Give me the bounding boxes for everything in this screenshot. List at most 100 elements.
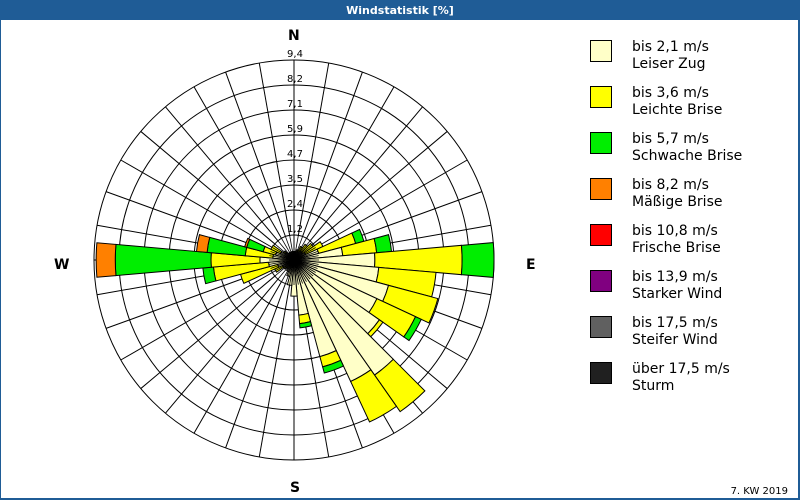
week-label: 7. KW 2019 (730, 486, 788, 497)
legend-label: bis 3,6 m/s Leichte Brise (632, 85, 722, 119)
wind-sector-120-band-2 (403, 315, 422, 342)
compass-west-label: W (54, 257, 70, 273)
grid-spoke (165, 278, 279, 414)
legend-swatch (590, 132, 612, 154)
grid-spoke (258, 284, 291, 458)
grid-inner-spoke (293, 259, 303, 284)
grid-spoke (309, 106, 423, 242)
grid-inner-spoke (277, 259, 295, 280)
grid-inner-spoke (270, 259, 295, 269)
legend-range: bis 8,2 m/s (632, 177, 709, 193)
wind-sector-290-band-3 (244, 237, 251, 248)
legend-label: bis 13,9 m/s Starker Wind (632, 269, 722, 303)
wind-sector-150-band-1 (349, 369, 398, 423)
grid-spoke (297, 62, 330, 236)
grid-spoke (312, 131, 448, 245)
ring-label: 9,4 (287, 49, 303, 60)
chart-title: Windstatistik [%] (346, 4, 454, 17)
legend-range: bis 13,9 m/s (632, 269, 718, 285)
grid-spoke (120, 272, 273, 361)
chart-panel: 1,2 2,4 3,5 4,7 5,9 7,1 8,2 9,4 N E S W bis 2,1… (1, 20, 798, 498)
grid-inner-spoke (293, 255, 319, 261)
ring-label: 5,9 (287, 124, 303, 135)
grid-spoke (225, 283, 286, 449)
grid-spoke (165, 106, 279, 242)
legend-swatch (590, 40, 612, 62)
legend-label: bis 5,7 m/s Schwache Brise (632, 131, 742, 165)
grid-spoke (120, 159, 273, 248)
grid-spoke (225, 71, 286, 237)
grid-inner-spoke (293, 259, 318, 269)
chart-title-bar: Windstatistik [%] (0, 0, 800, 20)
grid-inner-spoke (293, 259, 314, 277)
legend-range: bis 5,7 m/s (632, 131, 709, 147)
ring-label: 8,2 (287, 74, 303, 85)
grid-inner-spoke (289, 235, 295, 261)
legend-swatch (590, 224, 612, 246)
grid-inner-spoke (281, 238, 295, 261)
legend-label: bis 2,1 m/s Leiser Zug (632, 39, 709, 73)
legend-range: über 17,5 m/s (632, 361, 730, 377)
wind-sector-80-band-2 (373, 234, 393, 254)
grid-spoke (306, 86, 395, 239)
legend-label: bis 17,5 m/s Steifer Wind (632, 315, 718, 349)
grid-inner-spoke (269, 255, 295, 261)
wind-sector-270-band-3 (95, 242, 117, 278)
grid-inner-spoke (274, 243, 295, 261)
ring-label: 7,1 (287, 99, 303, 110)
grid-inner-spoke (293, 259, 316, 273)
wind-sector-140-band-1 (373, 358, 426, 413)
grid-inner-spoke (293, 236, 303, 261)
compass-north-label: N (288, 28, 300, 44)
legend-name: Sturm (632, 378, 675, 394)
grid-inner-spoke (293, 240, 311, 261)
ring-label: 2,4 (287, 199, 303, 210)
legend-swatch (590, 270, 612, 292)
wind-sector-90-band-2 (460, 242, 495, 278)
grid-inner-spoke (272, 247, 295, 261)
legend-swatch (590, 316, 612, 338)
grid-spoke (258, 62, 291, 236)
grid-inner-spoke (293, 238, 307, 261)
grid-inner-spoke (293, 259, 307, 282)
ring-label: 1,2 (287, 224, 303, 235)
legend-label: bis 10,8 m/s Frische Brise (632, 223, 721, 257)
grid-spoke (315, 159, 468, 248)
grid-inner-spoke (277, 240, 295, 261)
legend-name: Steifer Wind (632, 332, 718, 348)
grid-spoke (140, 275, 276, 389)
grid-inner-spoke (285, 259, 295, 284)
compass-east-label: E (526, 257, 536, 273)
grid-spoke (302, 71, 363, 237)
wind-sector-280-band-3 (195, 234, 211, 253)
wind-sector-260-band-2 (202, 266, 217, 285)
wind-sector-110-band-1 (382, 284, 439, 324)
wind-sector-160-band-2 (322, 359, 345, 374)
grid-inner-spoke (269, 259, 295, 265)
grid-inner-spoke (293, 247, 316, 261)
grid-inner-spoke (293, 251, 318, 261)
grid-inner-spoke (274, 259, 295, 277)
grid-inner-spoke (293, 259, 299, 285)
wind-sector-170-band-2 (299, 321, 313, 329)
legend-swatch (590, 86, 612, 108)
legend-label: über 17,5 m/s Sturm (632, 361, 730, 395)
grid-spoke (193, 86, 282, 239)
wind-rose-chart: 1,2 2,4 3,5 4,7 5,9 7,1 8,2 9,4 (93, 49, 495, 461)
legend-swatch (590, 362, 612, 384)
grid-inner-spoke (270, 251, 295, 261)
grid-inner-spoke (281, 259, 295, 282)
grid-spoke (105, 191, 271, 252)
legend-name: Starker Wind (632, 286, 723, 302)
legend-range: bis 2,1 m/s (632, 39, 709, 55)
grid-inner-spoke (293, 259, 319, 265)
grid-inner-spoke (293, 259, 311, 280)
grid-inner-spoke (285, 236, 295, 261)
legend-name: Mäßige Brise (632, 194, 723, 210)
grid-inner-spoke (289, 259, 295, 285)
grid-inner-spoke (272, 259, 295, 273)
ring-label: 4,7 (287, 149, 303, 160)
legend-name: Schwache Brise (632, 148, 743, 164)
legend-name: Leichte Brise (632, 102, 723, 118)
compass-south-label: S (290, 480, 301, 496)
